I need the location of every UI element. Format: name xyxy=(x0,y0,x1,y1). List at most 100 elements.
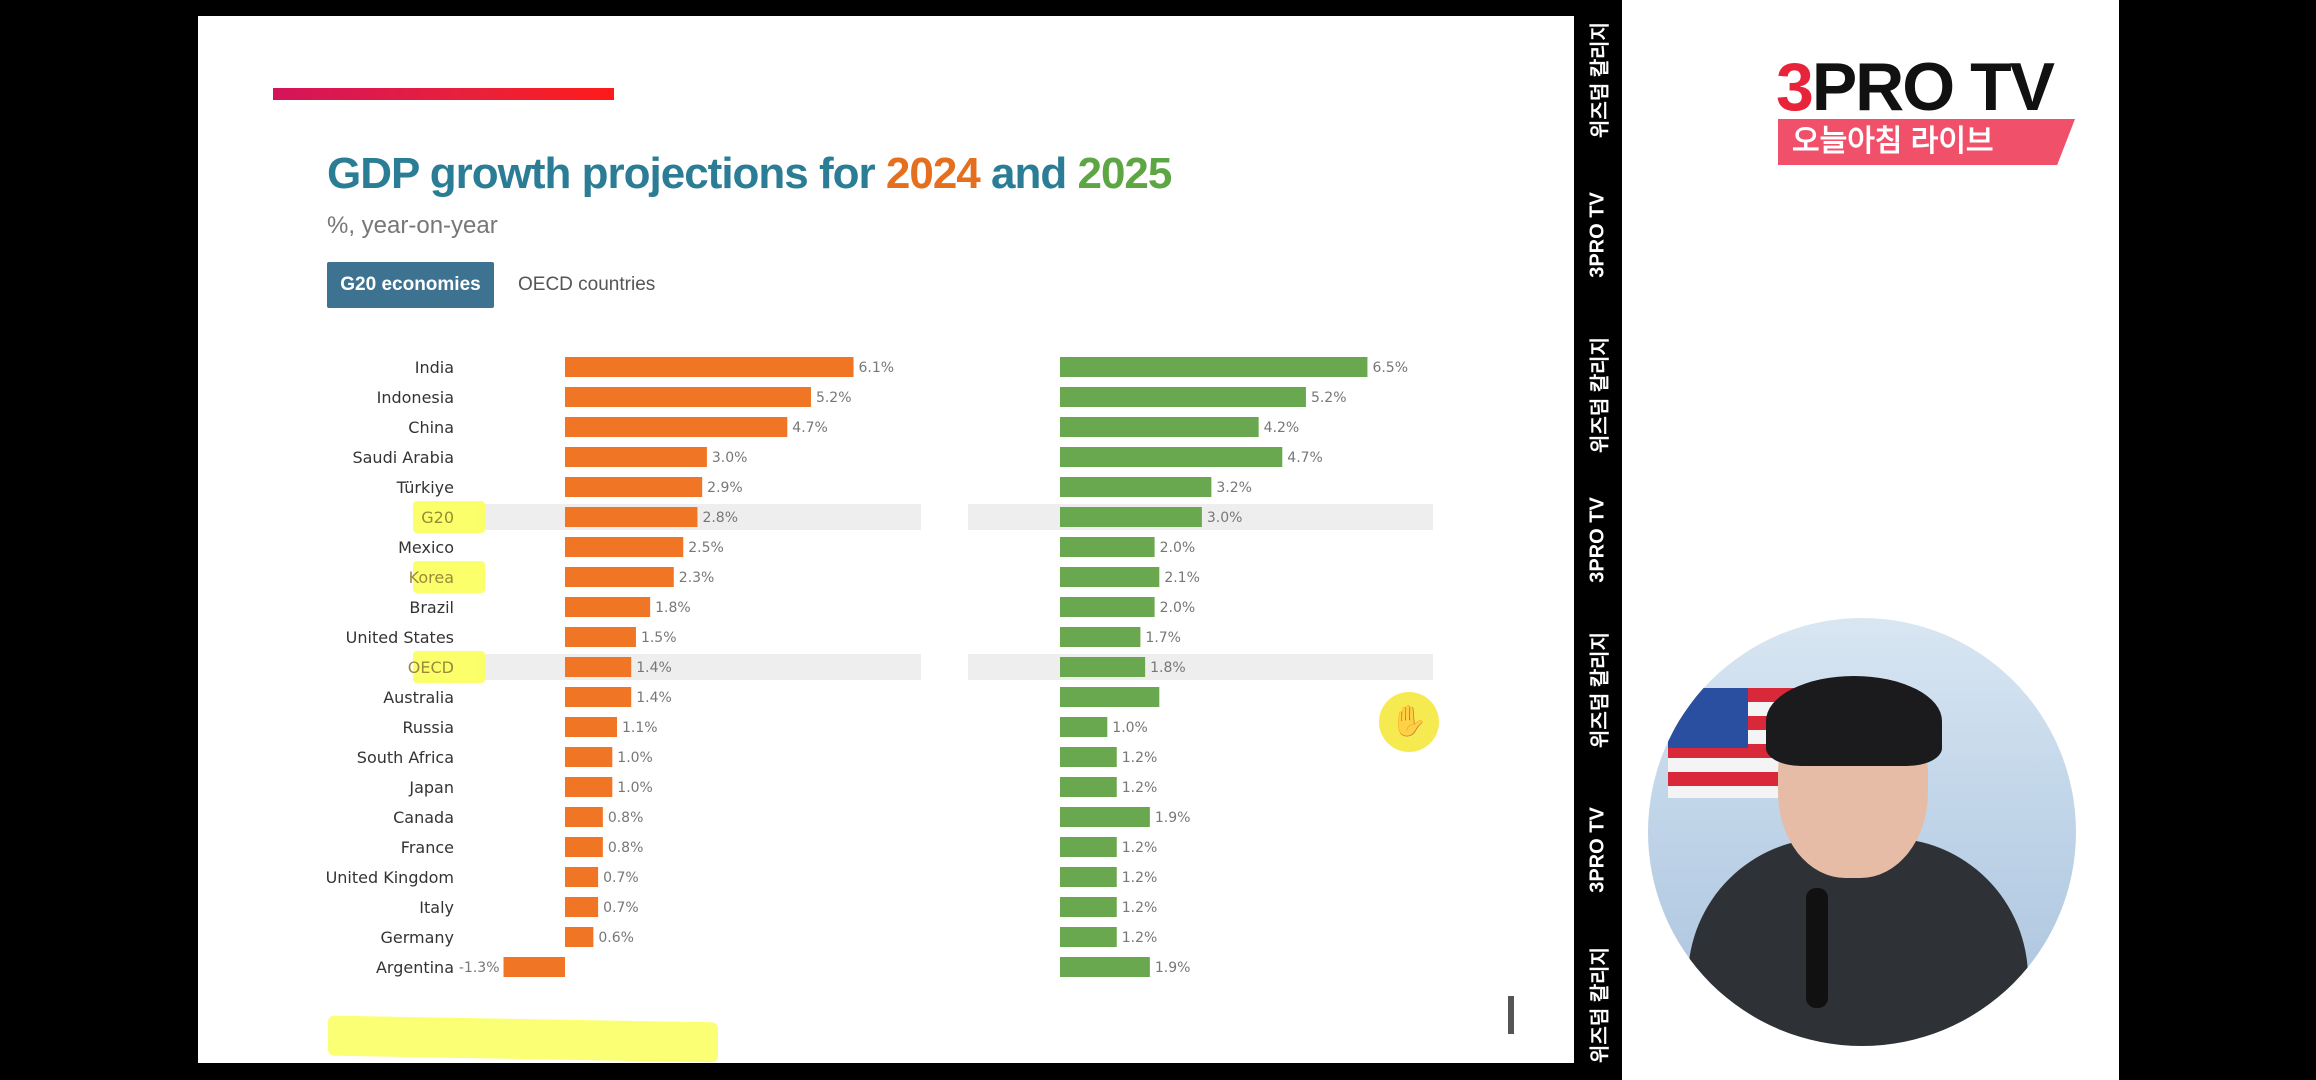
category-label: United States xyxy=(346,628,454,647)
category-label: Germany xyxy=(380,928,454,947)
chart-title: GDP growth projections for 2024 and 2025 xyxy=(327,149,1172,199)
bar-2024 xyxy=(565,897,599,917)
category-label: Brazil xyxy=(409,598,454,617)
category-label: China xyxy=(408,418,454,437)
bar-2025 xyxy=(1060,747,1117,767)
bar-2025 xyxy=(1060,837,1117,857)
bar-2024 xyxy=(565,477,703,497)
bar-2025 xyxy=(1060,597,1155,617)
bar-2025 xyxy=(1060,897,1117,917)
bar-2025 xyxy=(1060,687,1160,707)
bar-2025 xyxy=(1060,507,1202,527)
title-year-2025: 2025 xyxy=(1077,149,1172,198)
bar-2024 xyxy=(565,837,603,857)
category-label: OECD xyxy=(408,658,454,677)
value-label-2024: 0.7% xyxy=(603,900,639,916)
side-strip-label: 3PRO TV xyxy=(1586,497,1609,583)
bar-2024 xyxy=(503,957,565,977)
category-label: France xyxy=(401,838,454,857)
side-strip-label: 3PRO TV xyxy=(1586,192,1609,278)
row-highlight xyxy=(476,654,921,680)
tab-oecd-countries[interactable]: OECD countries xyxy=(518,274,656,295)
webcam-video xyxy=(1648,618,2076,1046)
value-label-2024: 2.9% xyxy=(707,480,743,496)
value-label-2024: 1.0% xyxy=(617,750,653,766)
value-label-2025: 4.7% xyxy=(1287,450,1323,466)
chart-subtitle: %, year-on-year xyxy=(327,212,498,239)
value-label-2024: 6.1% xyxy=(859,360,895,376)
bar-2025 xyxy=(1060,537,1155,557)
value-label-2024: 1.1% xyxy=(622,720,658,736)
scrollbar-thumb[interactable] xyxy=(1508,996,1514,1034)
bar-2024 xyxy=(565,687,632,707)
value-label-2025: 1.0% xyxy=(1112,720,1148,736)
bar-2024 xyxy=(565,357,854,377)
row-highlight xyxy=(476,504,921,530)
bar-2024 xyxy=(565,417,788,437)
category-label: Indonesia xyxy=(377,388,454,407)
bar-2024 xyxy=(565,447,707,467)
value-label-2024: -1.3% xyxy=(459,960,500,976)
value-label-2024: 1.4% xyxy=(636,660,672,676)
side-strip: 위즈덤 칼리지 3PRO TV 위즈덤 칼리지 3PRO TV 위즈덤 칼리지 3PRO … xyxy=(1574,0,1622,1080)
category-label: Japan xyxy=(408,778,454,797)
value-label-2025: 1.9% xyxy=(1155,810,1191,826)
presenter-hair xyxy=(1766,676,1942,766)
bar-2024 xyxy=(565,717,618,737)
title-and: and xyxy=(979,149,1078,198)
bar-2025 xyxy=(1060,927,1117,947)
row-highlight xyxy=(968,654,1433,680)
bar-2025 xyxy=(1060,627,1141,647)
bar-2025 xyxy=(1060,387,1306,407)
bar-2024 xyxy=(565,747,613,767)
flag-canton xyxy=(1668,688,1748,748)
yellow-highlight-mark xyxy=(413,501,485,533)
side-strip-label: 3PRO TV xyxy=(1586,807,1609,893)
category-label: Canada xyxy=(393,808,454,827)
category-label: United Kingdom xyxy=(326,868,454,887)
value-label-2025: 1.2% xyxy=(1122,780,1158,796)
bar-2024 xyxy=(565,807,603,827)
gdp-bar-chart: India 6.1% 6.5% Indonesia 5.2% 5.2% China 4.7% 4… xyxy=(326,357,1433,977)
value-label-2024: 0.8% xyxy=(608,810,644,826)
value-label-2025: 1.2% xyxy=(1122,870,1158,886)
value-label-2025: 1.9% xyxy=(1155,960,1191,976)
yellow-highlight-mark xyxy=(328,1015,718,1063)
yellow-highlight-mark xyxy=(413,561,485,593)
bar-2024 xyxy=(565,537,684,557)
value-label-2024: 1.4% xyxy=(636,690,672,706)
tab-g20-economies[interactable]: G20 economies xyxy=(327,262,494,308)
bar-2025 xyxy=(1060,447,1283,467)
category-label: G20 xyxy=(421,508,454,527)
bar-2025 xyxy=(1060,657,1146,677)
value-label-2024: 0.6% xyxy=(598,930,634,946)
value-label-2025: 2.0% xyxy=(1160,540,1196,556)
value-label-2025: 3.0% xyxy=(1207,510,1243,526)
value-label-2025: 5.2% xyxy=(1311,390,1347,406)
category-label: Australia xyxy=(383,688,454,707)
value-label-2025: 1.2% xyxy=(1122,930,1158,946)
3protv-logo: 3PRO TV xyxy=(1776,49,2055,125)
value-label-2024: 3.0% xyxy=(712,450,748,466)
bar-2025 xyxy=(1060,477,1212,497)
value-label-2025: 1.7% xyxy=(1145,630,1181,646)
category-label: India xyxy=(415,358,454,377)
bar-2025 xyxy=(1060,357,1368,377)
value-label-2025: 4.2% xyxy=(1264,420,1300,436)
side-strip-label: 위즈덤 칼리지 xyxy=(1589,632,1612,748)
value-label-2025: 2.0% xyxy=(1160,600,1196,616)
value-label-2025: 1.2% xyxy=(1122,750,1158,766)
microphone xyxy=(1806,888,1828,1008)
category-label: Mexico xyxy=(398,538,454,557)
bar-2025 xyxy=(1060,417,1259,437)
value-label-2024: 2.5% xyxy=(688,540,724,556)
category-label: Italy xyxy=(419,898,454,917)
category-label: Argentina xyxy=(376,958,454,977)
bar-2024 xyxy=(565,507,698,527)
value-label-2024: 2.3% xyxy=(679,570,715,586)
value-label-2025: 3.2% xyxy=(1216,480,1252,496)
category-label: Russia xyxy=(403,718,454,737)
value-label-2024: 5.2% xyxy=(816,390,852,406)
live-badge: 오늘아침 라이브 xyxy=(1778,119,2075,165)
value-label-2025: 1.8% xyxy=(1150,660,1186,676)
